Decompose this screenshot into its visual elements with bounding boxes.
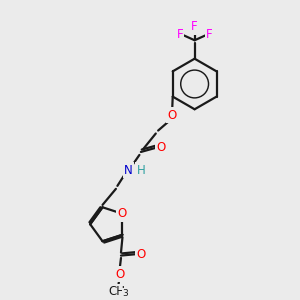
Text: O: O (167, 109, 177, 122)
Text: O: O (118, 207, 127, 220)
Text: F: F (206, 28, 213, 41)
Text: N: N (124, 164, 133, 177)
Text: CH: CH (108, 285, 125, 298)
Text: F: F (191, 20, 198, 33)
Text: 3: 3 (122, 289, 128, 298)
Text: F: F (176, 28, 183, 41)
Text: O: O (136, 248, 146, 261)
Text: H: H (136, 164, 145, 177)
Text: O: O (115, 268, 124, 281)
Text: O: O (157, 141, 166, 154)
